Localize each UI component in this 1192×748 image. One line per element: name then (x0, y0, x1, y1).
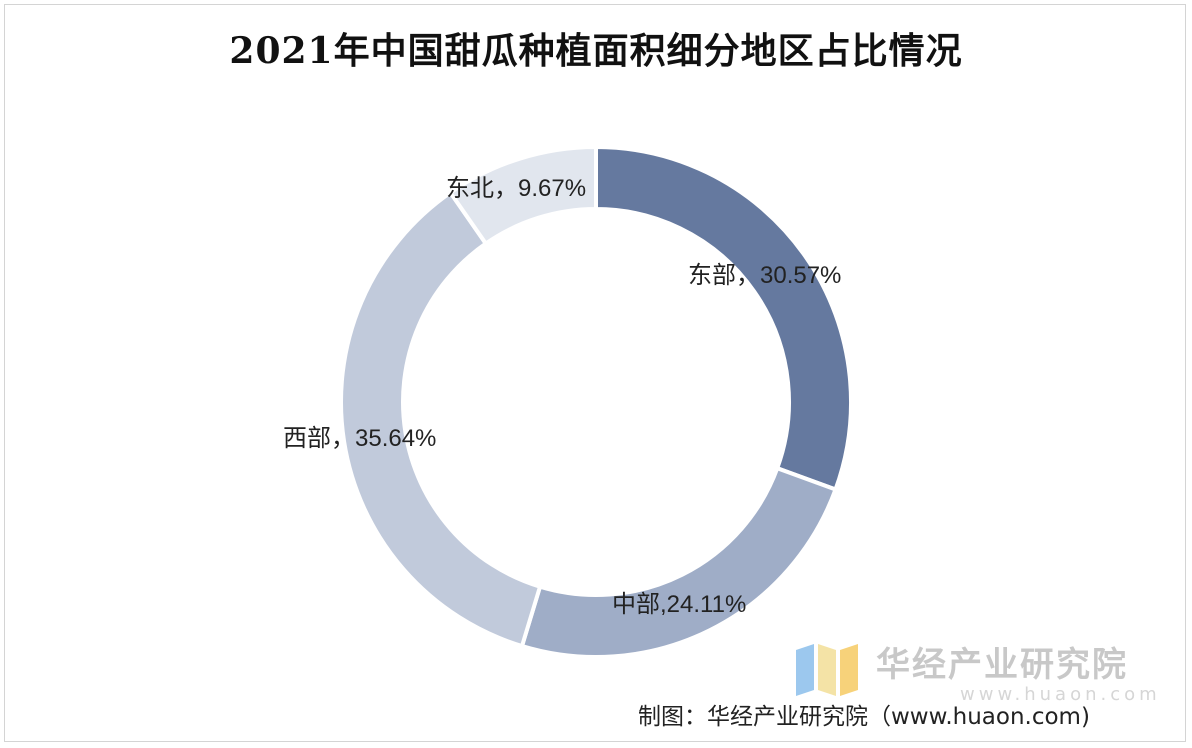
slice-label-东部: 东部，30.57% (688, 262, 841, 289)
huajing-logo-icon (796, 644, 858, 696)
chart-title: 2021年中国甜瓜种植面积细分地区占比情况 (229, 30, 963, 72)
slice-东部 (594, 144, 853, 493)
slice-东北 (447, 144, 598, 247)
watermark-name: 华经产业研究院 (876, 645, 1128, 685)
watermark-url: www.huaon.com (960, 684, 1161, 705)
slice-label-东北: 东北，9.67% (446, 175, 586, 202)
slice-中部 (519, 465, 839, 659)
slice-label-西部: 西部，35.64% (283, 425, 436, 452)
slice-label-中部: 中部,24.11% (612, 591, 746, 618)
source-note: 制图：华经产业研究院（www.huaon.com) (638, 704, 1090, 730)
slice-西部 (339, 189, 543, 649)
